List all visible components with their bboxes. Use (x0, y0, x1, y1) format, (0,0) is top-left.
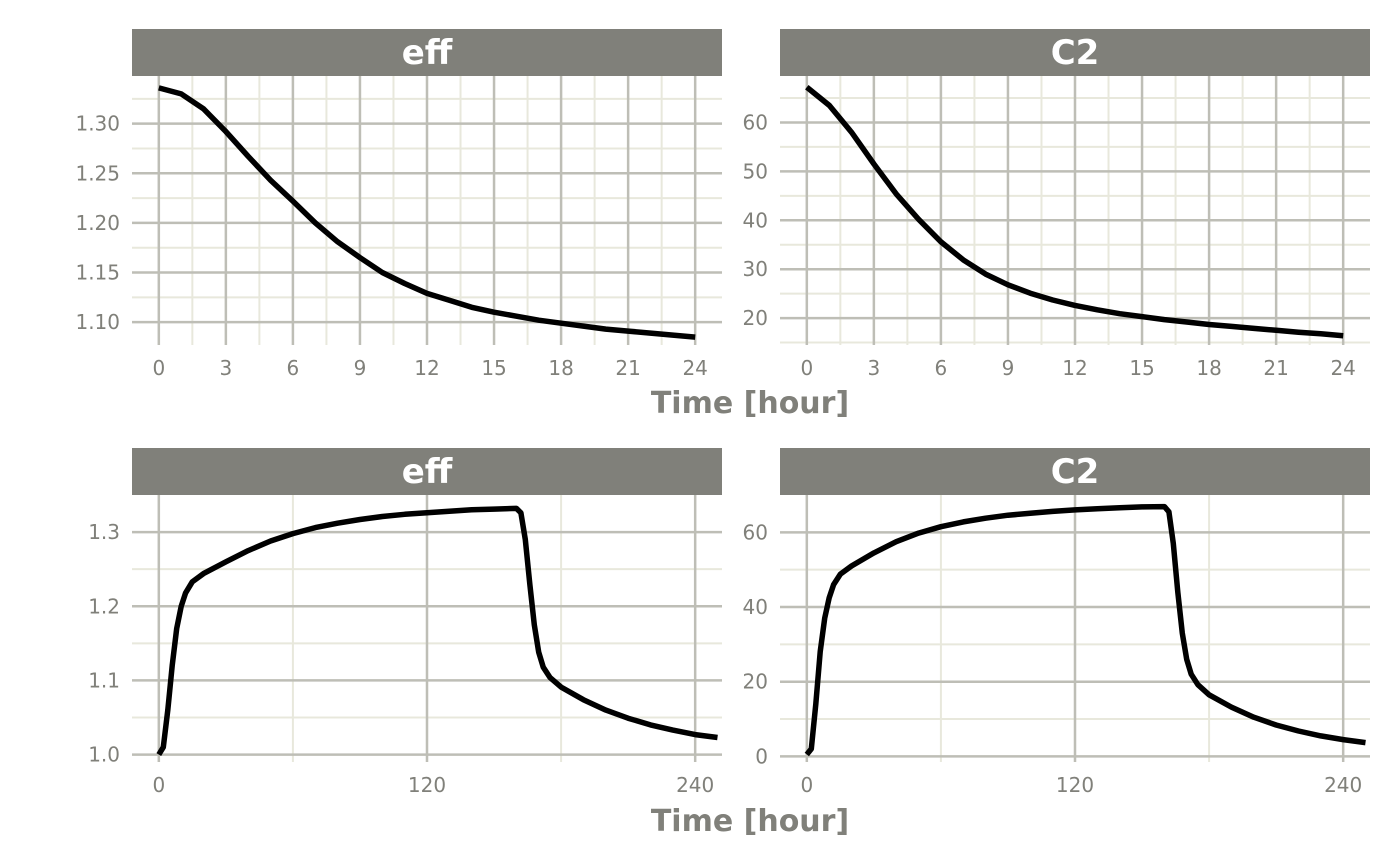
x-tick-label: 24 (682, 356, 707, 380)
x-tick-label: 12 (1062, 356, 1087, 380)
x-tick-label: 3 (219, 356, 232, 380)
y-tick-label: 1.2 (88, 594, 120, 618)
facet-strip (132, 448, 722, 495)
facet-strip-label: C2 (1051, 452, 1100, 492)
facet-panel-2: eff 0 120 240 1.0 1.1 1.2 1.3 (88, 448, 722, 797)
x-tick-label: 21 (615, 356, 640, 380)
x-tick-label: 9 (354, 356, 367, 380)
facet-strip (132, 29, 722, 76)
x-tick-label: 120 (408, 773, 446, 797)
series-line-0 (156, 505, 718, 757)
x-tick-label: 0 (800, 356, 813, 380)
y-tick-label: 1.20 (75, 211, 120, 235)
facet-strip-label: eff (402, 452, 453, 492)
y-tick-label: 30 (743, 257, 768, 281)
facet-strip (780, 29, 1370, 76)
x-tick-label: 15 (1129, 356, 1154, 380)
y-tick-label: 40 (743, 208, 768, 232)
x-axis-title-bottom: Time [hour] (651, 804, 849, 839)
x-tick-label: 15 (481, 356, 506, 380)
facet-panel-1: C2 0 3 6 9 12 15 18 21 24 20 30 40 50 60 (743, 29, 1370, 380)
x-tick-label: 240 (1324, 773, 1362, 797)
x-tick-label: 0 (152, 773, 165, 797)
x-tick-label: 6 (935, 356, 948, 380)
x-tick-label: 18 (1196, 356, 1221, 380)
y-tick-label: 1.1 (88, 668, 120, 692)
y-tick-label: 1.15 (75, 261, 120, 285)
series-line-0 (805, 85, 1344, 339)
y-tick-label: 20 (743, 306, 768, 330)
x-tick-label: 9 (1002, 356, 1015, 380)
y-tick-label: 60 (743, 520, 768, 544)
y-tick-label: 1.30 (75, 112, 120, 136)
y-tick-label: 40 (743, 595, 768, 619)
x-tick-label: 0 (800, 773, 813, 797)
facet-strip-label: C2 (1051, 33, 1100, 73)
x-tick-label: 24 (1330, 356, 1355, 380)
x-tick-label: 3 (867, 356, 880, 380)
facet-panel-0: eff 0 3 6 9 12 15 18 21 24 1.10 1.15 1.20 1.25 1.30 (75, 29, 722, 380)
y-tick-label: 1.3 (88, 520, 120, 544)
x-axis-title-top: Time [hour] (651, 386, 849, 421)
facet-strip-label: eff (402, 33, 453, 73)
facet-panel-3: C2 0 120 240 0 20 40 60 (743, 448, 1370, 797)
y-tick-label: 1.0 (88, 743, 120, 767)
x-tick-label: 6 (287, 356, 300, 380)
x-tick-label: 18 (548, 356, 573, 380)
y-tick-label: 60 (743, 110, 768, 134)
facet-strip (780, 448, 1370, 495)
x-tick-label: 240 (676, 773, 714, 797)
series-line-0 (804, 503, 1366, 757)
y-tick-label: 50 (743, 159, 768, 183)
y-tick-label: 1.25 (75, 161, 120, 185)
x-tick-label: 0 (152, 356, 165, 380)
x-tick-label: 21 (1263, 356, 1288, 380)
y-tick-label: 1.10 (75, 310, 120, 334)
y-tick-label: 20 (743, 670, 768, 694)
x-tick-label: 12 (414, 356, 439, 380)
y-tick-label: 0 (755, 744, 768, 768)
series-line-0 (158, 85, 696, 340)
x-tick-label: 120 (1056, 773, 1094, 797)
